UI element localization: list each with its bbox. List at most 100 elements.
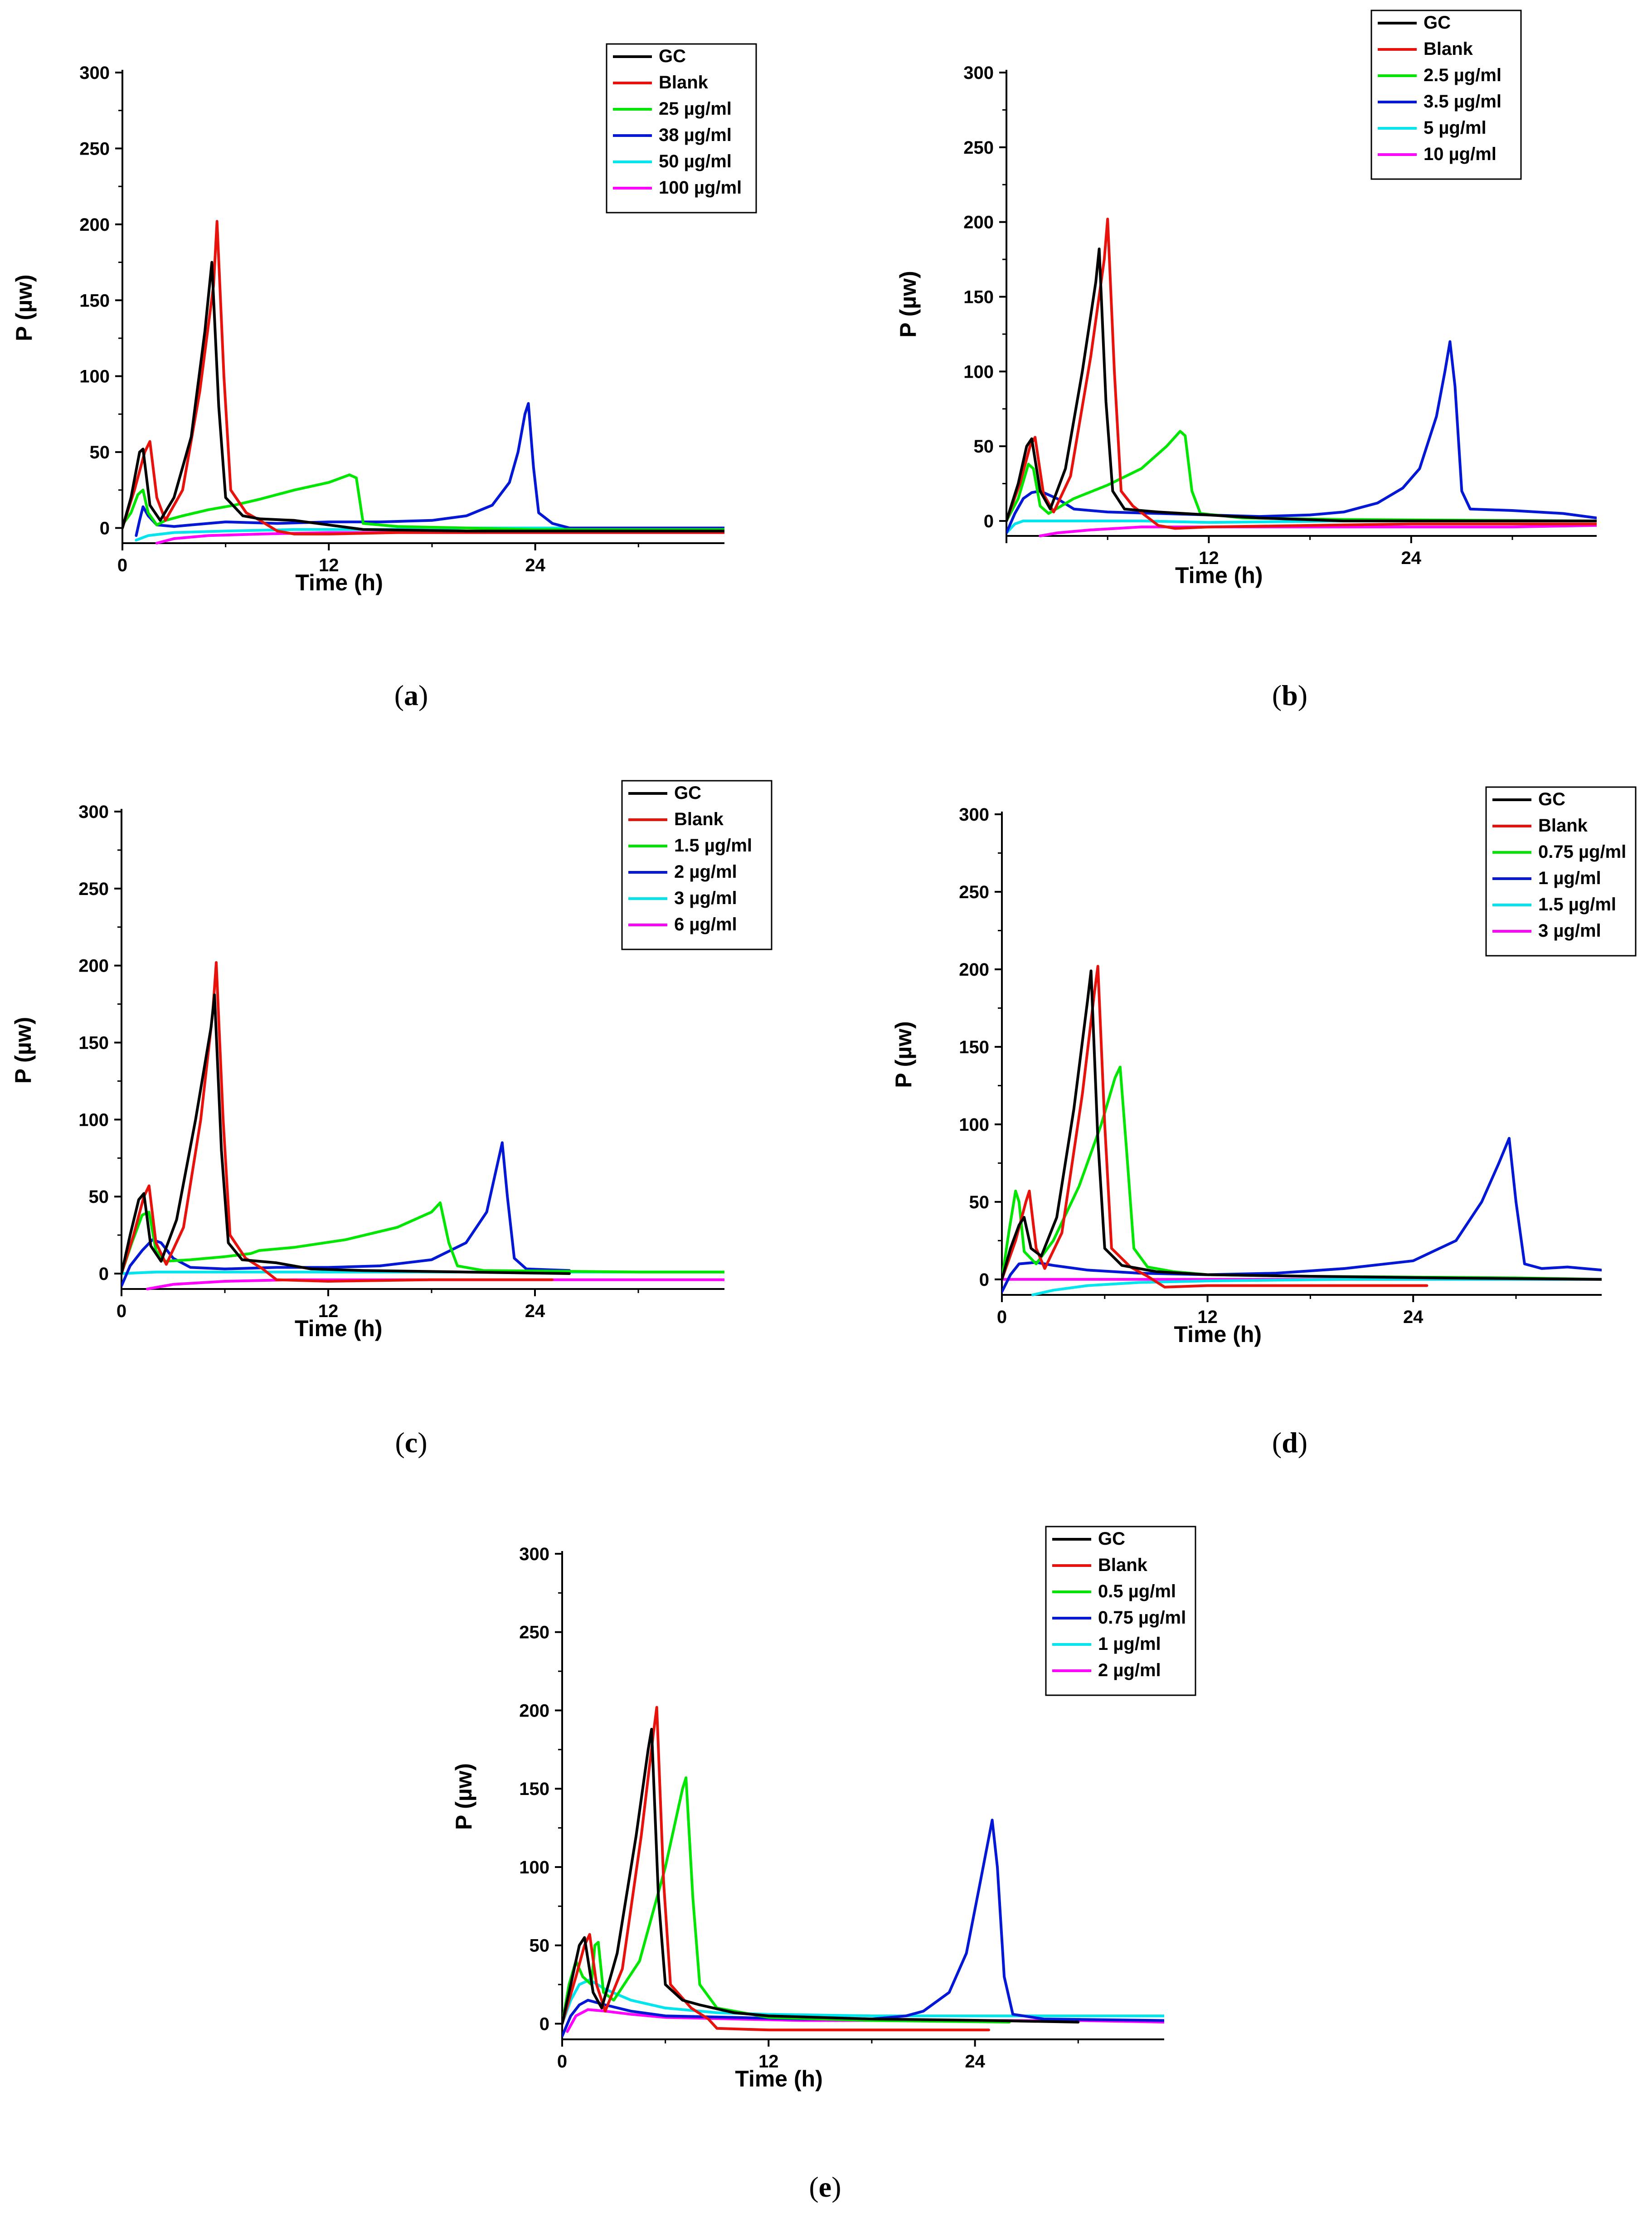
chart-c: 0 50 100 150 200 250 300 0 12 24 Time (h) P (µw) GC B… [10, 780, 773, 1459]
y-tick-label: 200 [78, 956, 109, 976]
y-tick-label: 0 [979, 1270, 989, 1290]
legend: GC Blank 2.5 µg/ml 3.5 µg/ml 5 µg/ml 10 µg/ml [1370, 10, 1522, 180]
legend-box [606, 43, 757, 214]
y-tick-label: 150 [963, 287, 994, 307]
x-tick-label: 0 [997, 1307, 1007, 1327]
legend-entry: 1.5 µg/ml [674, 836, 752, 856]
x-tick-label: 12 [1197, 1307, 1218, 1327]
series-line-25-g-ml [122, 473, 724, 531]
y-tick-label: 0 [539, 2014, 549, 2034]
legend-entry: 0.75 µg/ml [1538, 842, 1626, 862]
y-tick-label: 200 [963, 213, 994, 233]
y-tick-label: 250 [963, 138, 994, 158]
y-tick-label: 50 [969, 1192, 990, 1212]
y-tick-label: 100 [79, 367, 110, 387]
y-tick-label: 0 [100, 519, 110, 539]
y-tick-label: 200 [79, 215, 110, 235]
chart-d: 0 50 100 150 200 250 300 0 12 24 Time (h) P (µw) GC B… [891, 786, 1637, 1459]
chart-a: 0 50 100 150 200 250 300 0 12 24 Time (h) P (µw) GC B… [11, 43, 757, 711]
series-group [122, 220, 724, 545]
series-line-1-5-g-ml [1031, 1278, 1602, 1296]
series-line-2-5-g-ml [1006, 430, 1597, 522]
legend-entry: GC [1424, 13, 1451, 33]
legend-entry: 10 µg/ml [1424, 144, 1497, 164]
y-tick-label: 100 [963, 362, 994, 382]
y-tick-label: 0 [99, 1264, 109, 1284]
legend-entry: Blank [1424, 39, 1473, 59]
series-line-1-g-ml [562, 1978, 1164, 2025]
series-line-3-5-g-ml [1006, 340, 1597, 535]
series-line-blank [562, 1706, 990, 2032]
x-axis-title: Time (h) [1175, 563, 1263, 588]
y-axis-title: P (µw) [895, 271, 921, 337]
legend-entry: 50 µg/ml [659, 151, 732, 171]
y-tick-label: 200 [959, 960, 989, 980]
legend-entry: 6 µg/ml [674, 914, 737, 934]
legend-entry: 1 µg/ml [1538, 868, 1601, 888]
legend-entry: 5 µg/ml [1424, 118, 1487, 138]
legend-entry: 0.75 µg/ml [1098, 1608, 1186, 1628]
y-axis-title: P (µw) [451, 1763, 476, 1830]
y-tick-label: 100 [78, 1110, 109, 1130]
legend-entry: 3.5 µg/ml [1424, 92, 1501, 112]
x-tick-label: 24 [525, 1301, 545, 1321]
series-line-1-5-g-ml [121, 1201, 724, 1275]
y-tick-label: 150 [519, 1779, 549, 1799]
legend-entry: 25 µg/ml [659, 99, 732, 119]
y-tick-label: 300 [963, 63, 994, 83]
legend: GC Blank 0.75 µg/ml 1 µg/ml 1.5 µg/ml 3 µg/ml [1485, 786, 1637, 957]
legend: GC Blank 1.5 µg/ml 2 µg/ml 3 µg/ml 6 µg/ml [621, 780, 773, 950]
legend-entry: 1 µg/ml [1098, 1634, 1161, 1654]
legend-entry: 38 µg/ml [659, 125, 732, 145]
series-line-gc [1002, 969, 1602, 1281]
series-line-6-g-ml [146, 1278, 724, 1290]
legend-entry: 2.5 µg/ml [1424, 65, 1501, 85]
series-group [1006, 218, 1597, 537]
x-tick-label: 24 [525, 555, 545, 575]
legend-entry: GC [1098, 1529, 1125, 1549]
y-tick-label: 300 [79, 63, 110, 83]
y-axis-title: P (µw) [891, 1021, 916, 1088]
y-tick-label: 50 [89, 1187, 109, 1207]
legend: GC Blank 25 µg/ml 38 µg/ml 50 µg/ml 100 µg/ml [606, 43, 757, 214]
series-line-gc [122, 261, 724, 533]
y-tick-label: 50 [90, 443, 110, 462]
legend-entry: Blank [674, 809, 724, 829]
legend-entry: Blank [1098, 1555, 1148, 1575]
series-line-1-g-ml [1002, 1137, 1602, 1294]
chart-b: 0 50 100 150 200 250 300 12 24 Time (h) P (µw) GC Bl… [895, 10, 1597, 711]
x-tick-label: 24 [1401, 548, 1422, 568]
y-axis-title: P (µw) [11, 274, 37, 341]
x-axis-title: Time (h) [295, 1316, 383, 1341]
series-line-10-g-ml [1039, 524, 1597, 537]
y-tick-label: 50 [530, 1936, 550, 1956]
panel-label: (b) [1272, 679, 1307, 711]
legend-box [1045, 1526, 1196, 1696]
x-tick-label: 12 [1199, 548, 1219, 568]
series-line-gc [562, 1727, 1080, 2025]
panel-label: (c) [395, 1426, 427, 1459]
legend-entry: 100 µg/ml [659, 178, 742, 198]
series-line-gc [1006, 248, 1597, 522]
y-tick-label: 100 [519, 1858, 549, 1877]
y-tick-label: 300 [519, 1544, 549, 1564]
series-line-blank [1002, 965, 1428, 1289]
legend-entry: GC [1538, 789, 1565, 809]
series-line-0-75-g-ml [562, 1819, 1164, 2038]
y-tick-label: 250 [519, 1623, 549, 1643]
chart-e: 0 50 100 150 200 250 300 0 12 24 Time (h) P (µw) GC B… [451, 1526, 1196, 2203]
series-line-0-5-g-ml [562, 1776, 1011, 2025]
legend-box [1370, 10, 1522, 180]
panel-label: (a) [394, 679, 428, 711]
legend-entry: 0.5 µg/ml [1098, 1581, 1176, 1601]
y-tick-label: 250 [78, 879, 109, 899]
x-axis-title: Time (h) [1174, 1322, 1262, 1347]
x-axis-title: Time (h) [735, 2066, 823, 2091]
series-group [562, 1706, 1164, 2038]
y-tick-label: 250 [79, 139, 110, 159]
legend-entry: Blank [1538, 816, 1588, 836]
legend-entry: GC [674, 783, 701, 803]
x-tick-label: 12 [319, 555, 339, 575]
y-tick-label: 300 [959, 805, 989, 825]
